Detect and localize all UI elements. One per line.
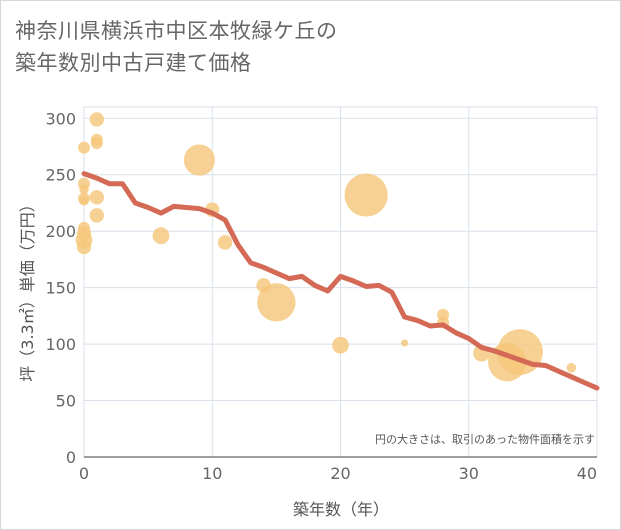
y-axis-title: 坪（3.3㎡）単価（万円） bbox=[18, 196, 37, 381]
data-bubble bbox=[79, 184, 89, 195]
data-bubble bbox=[257, 283, 296, 322]
data-bubble bbox=[89, 112, 105, 127]
data-bubble bbox=[332, 336, 349, 354]
data-bubble bbox=[90, 137, 103, 150]
x-axis-title: 築年数（年） bbox=[293, 500, 389, 519]
trend-layer bbox=[81, 171, 600, 391]
x-tick-label: 10 bbox=[202, 464, 222, 483]
y-tick-label: 50 bbox=[56, 392, 76, 411]
size-note: 円の大きさは、取引のあった物件面積を示す bbox=[375, 432, 595, 446]
data-bubble bbox=[183, 144, 216, 176]
x-tick-label: 0 bbox=[79, 464, 89, 483]
y-tick-label: 200 bbox=[45, 222, 76, 241]
data-bubble bbox=[152, 227, 170, 245]
data-bubble bbox=[76, 239, 92, 255]
x-tick-label: 30 bbox=[459, 464, 479, 483]
x-tick-labels: 0 10 20 30 40 bbox=[79, 464, 597, 483]
data-bubble bbox=[89, 208, 105, 223]
data-bubble bbox=[566, 363, 577, 373]
chart-title: 神奈川県横浜市中区本牧緑ケ丘の 築年数別中古戸建て価格 bbox=[15, 19, 338, 75]
grid-lines bbox=[83, 106, 598, 458]
y-tick-label: 150 bbox=[45, 279, 76, 298]
data-bubble bbox=[78, 141, 90, 154]
data-bubble bbox=[344, 173, 388, 217]
trend-line bbox=[81, 171, 600, 391]
data-bubble bbox=[401, 339, 409, 347]
y-tick-labels: 0 50 100 150 200 250 300 bbox=[45, 109, 76, 467]
x-tick-label: 40 bbox=[577, 464, 597, 483]
y-tick-label: 300 bbox=[45, 109, 76, 128]
y-tick-label: 100 bbox=[45, 335, 76, 354]
data-bubble bbox=[79, 195, 89, 206]
data-bubble bbox=[89, 190, 105, 205]
data-bubble bbox=[217, 235, 233, 250]
y-tick-label: 250 bbox=[45, 166, 76, 185]
x-tick-label: 20 bbox=[330, 464, 350, 483]
bubble-layer bbox=[75, 112, 577, 382]
y-tick-label: 0 bbox=[66, 448, 76, 467]
